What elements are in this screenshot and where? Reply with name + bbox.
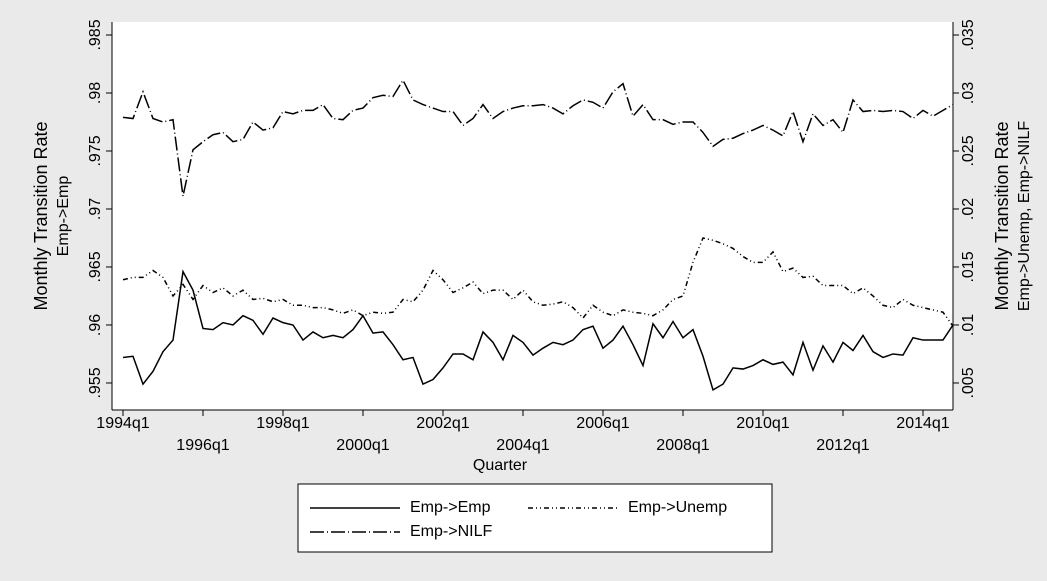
x-tick-label: 2006q1 xyxy=(576,415,629,432)
y-tick-label: .985 xyxy=(87,19,104,50)
y2-tick-label: .005 xyxy=(960,367,977,398)
plot-area xyxy=(112,22,953,410)
legend-label: Emp->NILF xyxy=(410,523,492,540)
y2-tick-label: .035 xyxy=(960,19,977,50)
series-line xyxy=(122,237,954,327)
y2-tick-label: .015 xyxy=(960,251,977,282)
y-tick-label: .96 xyxy=(87,314,104,336)
series-line xyxy=(122,269,954,392)
x-axis-title: Quarter xyxy=(473,457,528,474)
x-tick-label: 2002q1 xyxy=(416,415,469,432)
legend-label: Emp->Unemp xyxy=(628,499,727,516)
x-tick-label: 2012q1 xyxy=(816,437,869,454)
x-tick-label: 1998q1 xyxy=(256,415,309,432)
series-line xyxy=(122,78,954,197)
y-tick-label: .955 xyxy=(87,367,104,398)
y2-axis-title: Emp->Unemp, Emp->NILF xyxy=(1016,121,1033,312)
y2-axis-title: Monthly Transition Rate xyxy=(992,121,1012,310)
x-tick-label: 1994q1 xyxy=(96,415,149,432)
x-tick-label: 2000q1 xyxy=(336,437,389,454)
y2-tick-label: .02 xyxy=(960,198,977,220)
y2-tick-label: .03 xyxy=(960,82,977,104)
x-tick-label: 2014q1 xyxy=(896,415,949,432)
legend-label: Emp->Emp xyxy=(410,499,491,516)
x-tick-label: 1996q1 xyxy=(176,437,229,454)
y-tick-label: .975 xyxy=(87,135,104,166)
x-tick-label: 2010q1 xyxy=(736,415,789,432)
y-tick-label: .97 xyxy=(87,198,104,220)
y2-tick-label: .01 xyxy=(960,314,977,336)
x-tick-label: 2004q1 xyxy=(496,437,549,454)
legend xyxy=(297,483,773,553)
x-tick-label: 2008q1 xyxy=(656,437,709,454)
y-axis-title: Monthly Transition Rate xyxy=(31,121,51,310)
y2-tick-label: .025 xyxy=(960,135,977,166)
y-tick-label: .98 xyxy=(87,82,104,104)
y-axis-title: Emp->Emp xyxy=(55,176,72,257)
y-tick-label: .965 xyxy=(87,251,104,282)
